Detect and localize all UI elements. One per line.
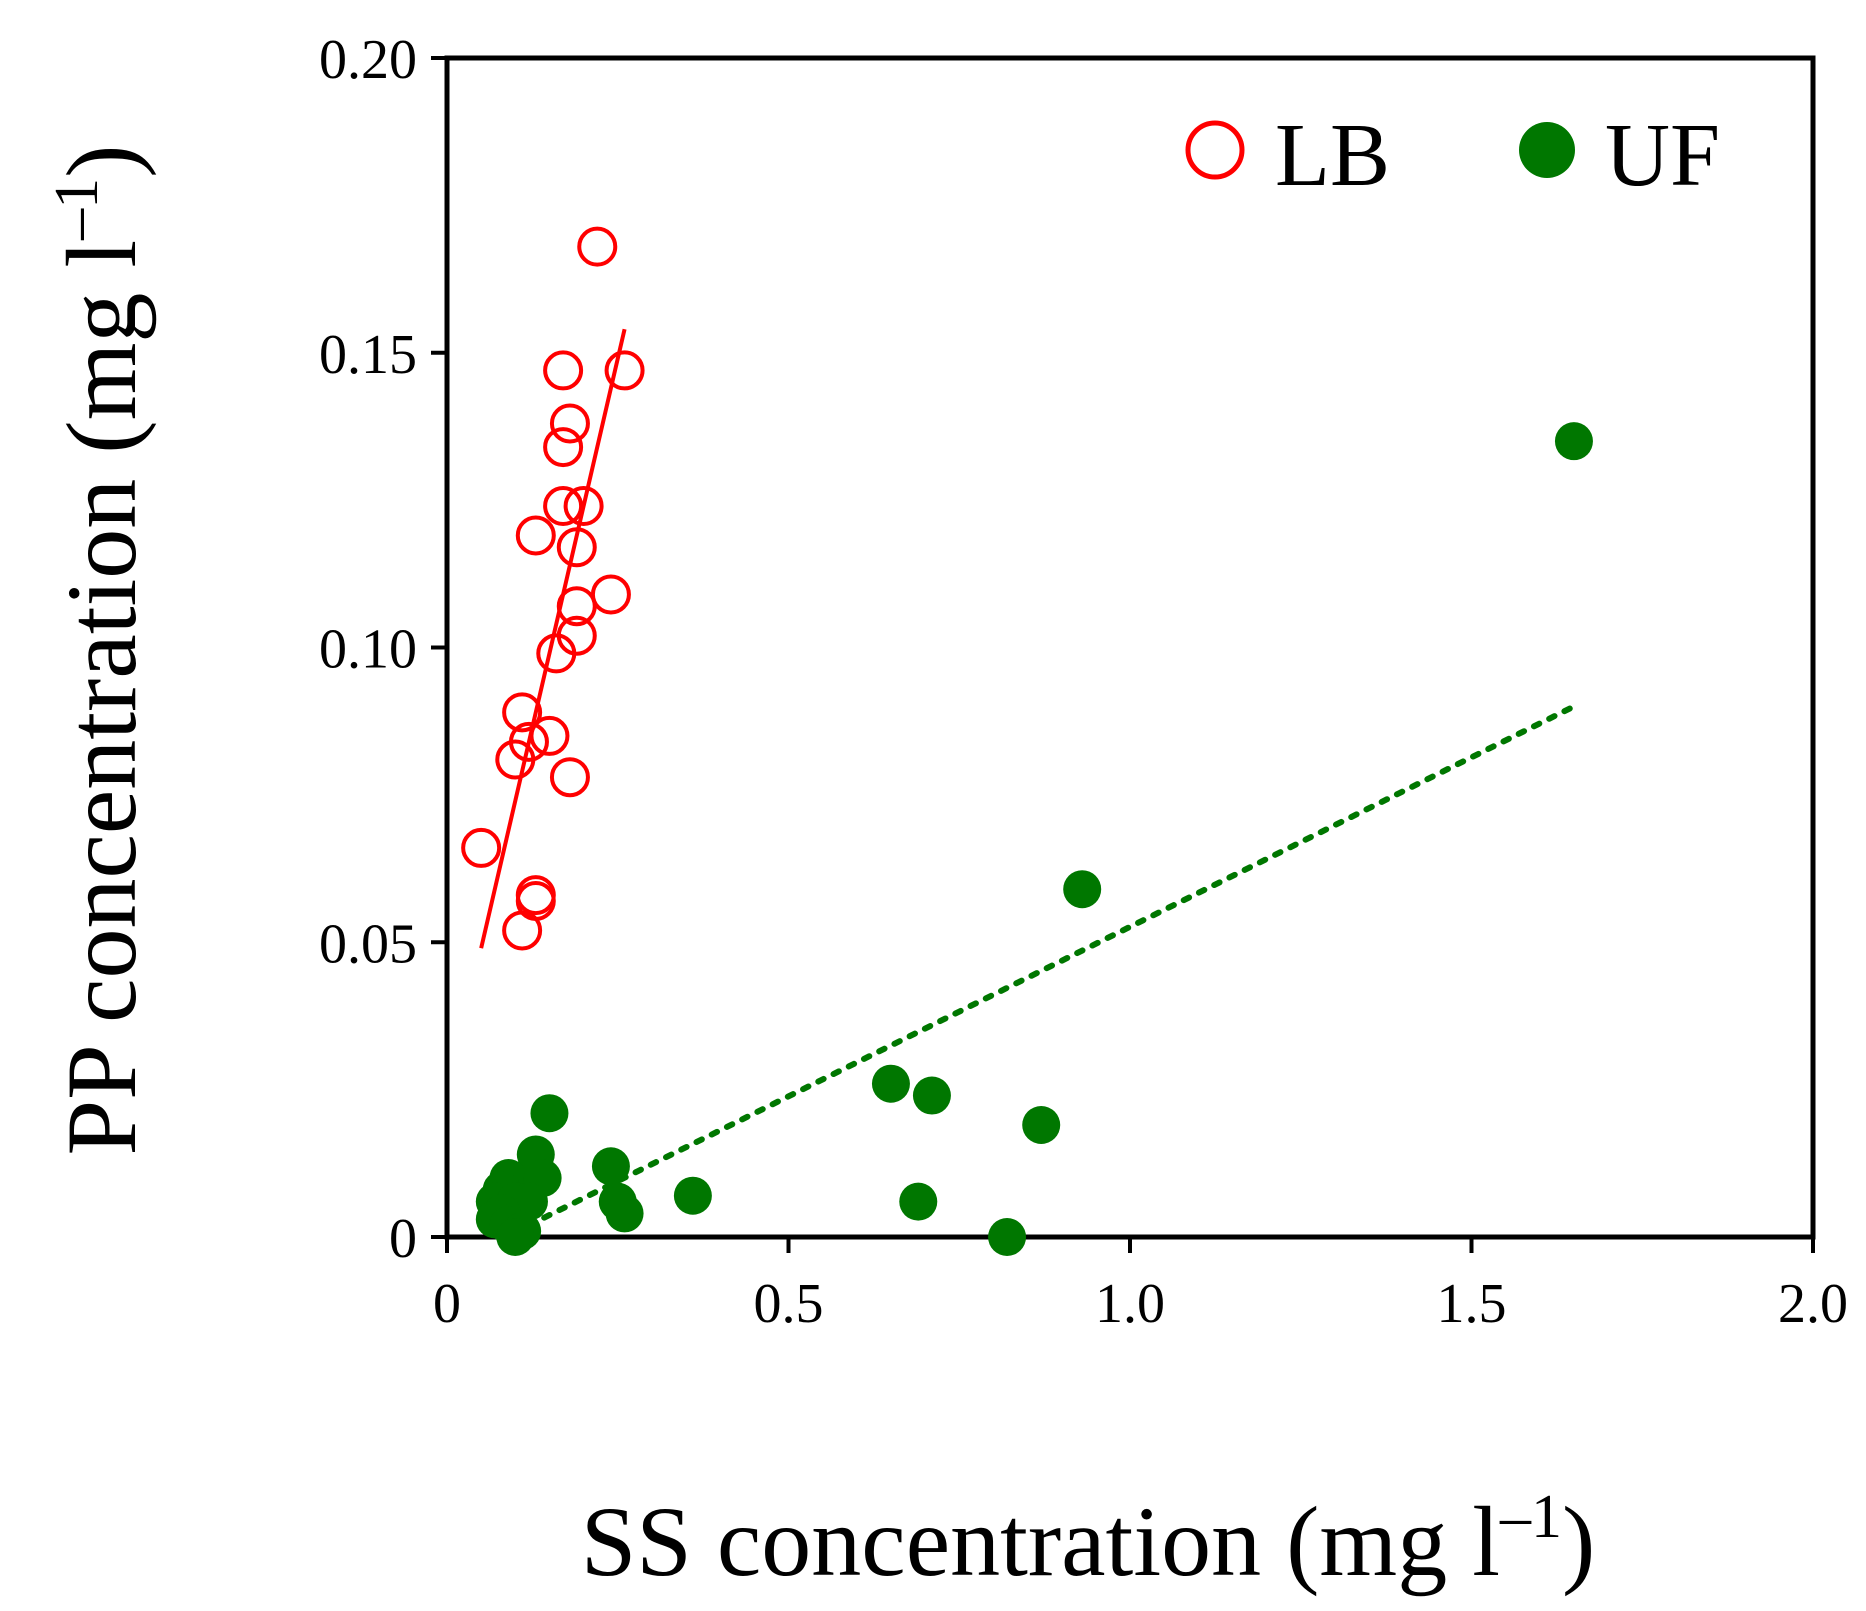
data-point-lb: [577, 226, 618, 267]
data-point-lb: [543, 486, 584, 527]
axis-ticks: 0 0.5 1.0 1.5 2.0 0 0.05 0.10 0.15 0.20: [319, 29, 1848, 1335]
data-point-lb: [543, 427, 584, 468]
legend: LB UF: [1185, 106, 1720, 205]
data-point-lb: [515, 515, 556, 556]
legend-label-uf: UF: [1605, 106, 1720, 205]
data-point-uf: [871, 1064, 910, 1103]
x-axis-title-main: SS concentration (mg l: [581, 1486, 1500, 1597]
data-point-uf: [605, 1194, 644, 1233]
x-tick-label: 0.5: [754, 1273, 824, 1335]
data-point-lb: [549, 757, 590, 798]
x-tick-label: 1.5: [1437, 1273, 1507, 1335]
x-tick-label: 0: [433, 1273, 461, 1335]
y-axis-title-main: PP concentration (mg l: [46, 240, 157, 1156]
data-point-lb: [536, 633, 577, 674]
data-point-uf: [899, 1182, 938, 1221]
legend-marker-lb: [1185, 120, 1245, 180]
data-point-lb: [543, 350, 584, 391]
data-point-lb: [604, 350, 645, 391]
y-tick-label: 0.15: [319, 324, 417, 386]
data-point-lb: [563, 486, 604, 527]
x-axis-title-close: ): [1562, 1486, 1595, 1597]
data-point-uf: [1554, 422, 1593, 461]
data-point-uf: [1022, 1105, 1061, 1144]
y-tick-label: 0.05: [319, 913, 417, 975]
data-point-uf: [496, 1218, 535, 1256]
data-point-uf: [530, 1094, 569, 1133]
data-point-lb: [529, 715, 570, 756]
y-axis-title: PP concentration (mg l–1): [43, 145, 157, 1156]
data-point-uf: [591, 1147, 630, 1186]
trend-lines: [479, 328, 1577, 1229]
data-point-uf: [988, 1218, 1027, 1256]
data-point-lb: [502, 910, 543, 951]
x-axis-title-sup: –1: [1499, 1483, 1562, 1551]
x-tick-label: 1.0: [1095, 1273, 1165, 1335]
trend-line-uf: [525, 703, 1577, 1229]
data-point-lb: [556, 527, 597, 568]
data-point-lb: [590, 574, 631, 615]
y-tick-label: 0: [389, 1208, 417, 1270]
data-point-lb: [556, 586, 597, 627]
y-axis-title-sup: –1: [43, 178, 111, 241]
trend-line-lb: [479, 328, 627, 949]
y-tick-label: 0.20: [319, 29, 417, 91]
data-point-uf: [673, 1176, 712, 1215]
y-axis-title-close: ): [46, 145, 157, 178]
data-point-uf: [1063, 870, 1102, 909]
data-point-lb: [549, 403, 590, 444]
y-tick-label: 0.10: [319, 619, 417, 681]
x-tick-label: 2.0: [1778, 1273, 1848, 1335]
legend-marker-uf: [1519, 122, 1575, 178]
plot-frame: [444, 55, 1816, 1240]
data-point-lb: [495, 739, 536, 780]
data-point-lb: [461, 827, 502, 868]
data-point-lb: [502, 692, 543, 733]
legend-label-lb: LB: [1275, 106, 1390, 205]
data-points: [461, 226, 1593, 1256]
x-axis-title: SS concentration (mg l–1): [581, 1483, 1596, 1597]
data-point-uf: [912, 1076, 951, 1115]
